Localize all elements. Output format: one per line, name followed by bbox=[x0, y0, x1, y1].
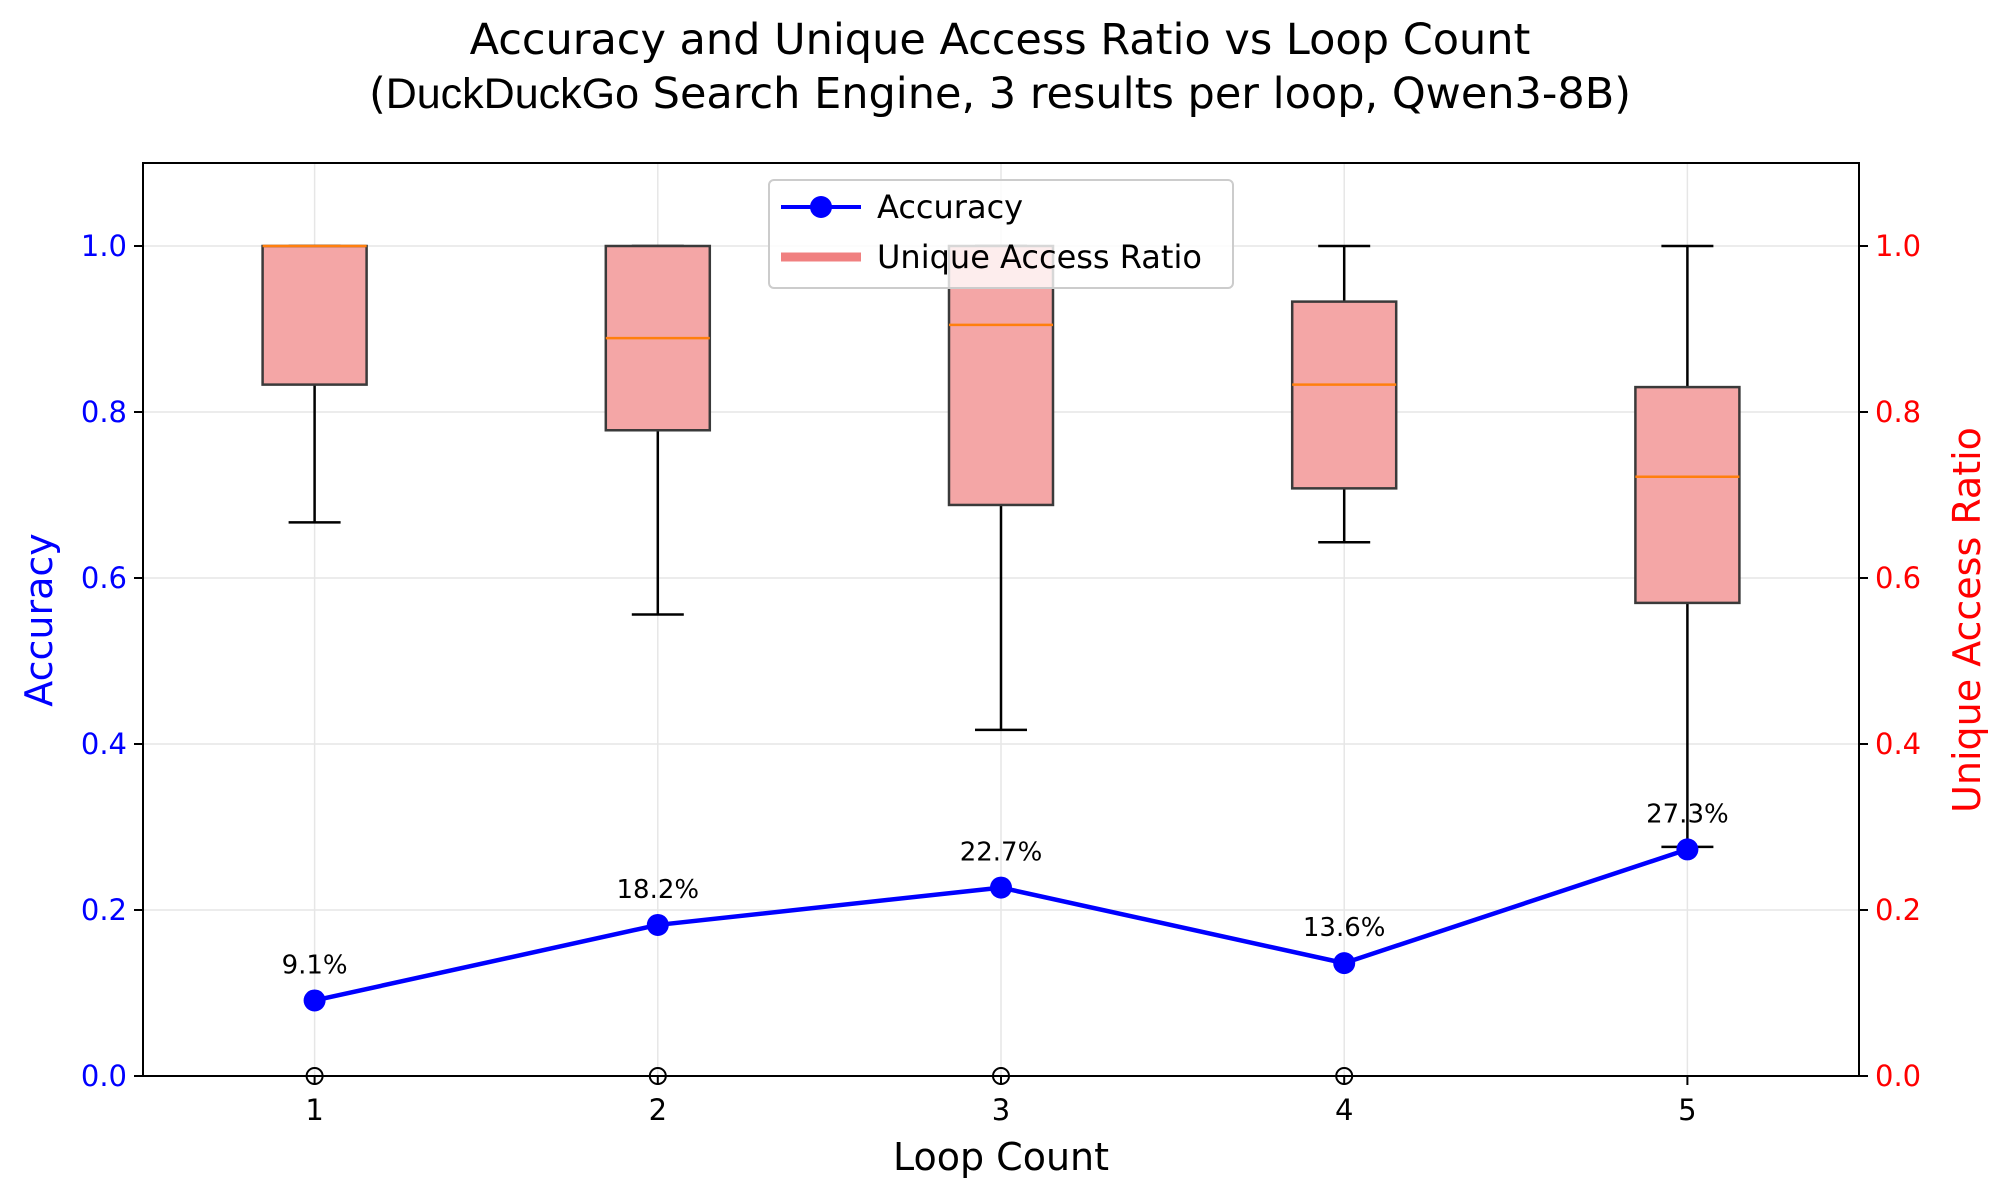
legend-accuracy-label: Accuracy bbox=[877, 188, 1023, 226]
x-axis-label: Loop Count bbox=[893, 1135, 1109, 1179]
x-tick-label-3: 3 bbox=[992, 1093, 1010, 1127]
y-axis-left-label: Accuracy bbox=[17, 533, 61, 707]
legend-frame bbox=[768, 179, 1234, 289]
y-left-tick-label-3: 0.6 bbox=[81, 561, 127, 595]
chart-title-line2: (DuckDuckGo Search Engine, 3 results per… bbox=[369, 69, 1631, 119]
box-plot-4 bbox=[1290, 244, 1398, 1085]
accuracy-data-label-2: 18.2% bbox=[616, 875, 699, 905]
iqr-box bbox=[947, 244, 1055, 507]
box-plot-1 bbox=[261, 244, 368, 1085]
y-left-tick-label-5: 1.0 bbox=[81, 229, 127, 263]
box-plots bbox=[261, 244, 1741, 1085]
y-left-tick-label-2: 0.4 bbox=[81, 727, 127, 761]
accuracy-data-label-3: 22.7% bbox=[960, 838, 1043, 868]
x-axis: 1 2 3 4 5 bbox=[305, 1076, 1697, 1127]
chart-title-line1: Accuracy and Unique Access Ratio vs Loop… bbox=[470, 15, 1531, 65]
y-left-tick-label-4: 0.8 bbox=[81, 395, 127, 429]
accuracy-point-3 bbox=[990, 876, 1012, 899]
accuracy-point-4 bbox=[1333, 952, 1356, 975]
box-plot-3 bbox=[947, 244, 1055, 1085]
y-axis-right-label: Unique Access Ratio bbox=[1945, 427, 1989, 813]
iqr-box bbox=[261, 244, 368, 386]
y-right-tick-label-1: 0.2 bbox=[1875, 893, 1921, 927]
chart-title-search-engine: DuckDuckGo bbox=[386, 70, 639, 118]
legend-accuracy-marker bbox=[810, 196, 832, 218]
y-axis-right: 0.0 0.2 0.4 0.6 0.8 1.0 bbox=[1859, 229, 1921, 1093]
y-right-tick-label-2: 0.4 bbox=[1875, 727, 1921, 761]
chart-title-open-paren: ( bbox=[369, 69, 386, 119]
legend: Accuracy Unique Access Ratio bbox=[768, 179, 1234, 289]
accuracy-data-label-5: 27.3% bbox=[1646, 799, 1729, 829]
y-left-tick-label-1: 0.2 bbox=[81, 893, 127, 927]
accuracy-data-label-4: 13.6% bbox=[1303, 913, 1386, 943]
accuracy-point-5 bbox=[1676, 838, 1699, 861]
accuracy-point-1 bbox=[303, 989, 326, 1012]
chart-title-rest: Search Engine, 3 results per loop, Qwen3… bbox=[639, 69, 1631, 119]
y-left-tick-label-0: 0.0 bbox=[81, 1059, 127, 1093]
box-plot-5 bbox=[1634, 244, 1741, 849]
legend-unique-label: Unique Access Ratio bbox=[877, 238, 1202, 276]
box-plot-2 bbox=[604, 244, 712, 1085]
x-tick-label-2: 2 bbox=[649, 1093, 667, 1127]
x-tick-label-1: 1 bbox=[305, 1093, 323, 1127]
iqr-box bbox=[1634, 385, 1741, 605]
y-right-tick-label-3: 0.6 bbox=[1875, 561, 1921, 595]
y-right-tick-label-5: 1.0 bbox=[1875, 229, 1921, 263]
iqr-box bbox=[1290, 300, 1398, 490]
accuracy-point-2 bbox=[646, 913, 669, 936]
x-tick-label-5: 5 bbox=[1678, 1093, 1696, 1127]
accuracy-data-label-1: 9.1% bbox=[282, 950, 348, 980]
y-right-tick-label-4: 0.8 bbox=[1875, 395, 1921, 429]
y-right-tick-label-0: 0.0 bbox=[1875, 1059, 1921, 1093]
accuracy-series: 9.1% 18.2% 22.7% 13.6% 27.3% bbox=[282, 799, 1729, 1012]
x-tick-label-4: 4 bbox=[1335, 1093, 1353, 1127]
y-axis-left: 0.0 0.2 0.4 0.6 0.8 1.0 bbox=[81, 229, 143, 1093]
